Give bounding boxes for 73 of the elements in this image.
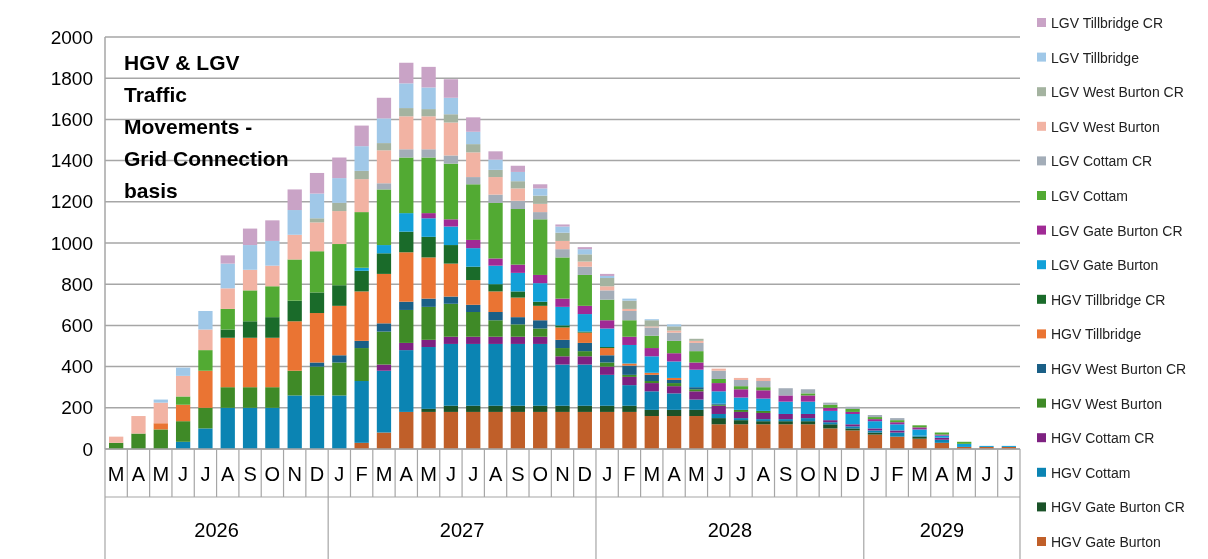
x-tick-label: F	[623, 463, 636, 485]
legend-label: LGV Gate Burton	[1051, 257, 1159, 274]
x-tick-label: S	[243, 463, 257, 485]
legend-label: HGV Tillbridge CR	[1051, 291, 1166, 308]
x-tick-label: N	[287, 463, 302, 485]
x-tick-label: J	[602, 463, 613, 485]
x-tick-label: J	[200, 463, 211, 485]
x-tick-label: J	[334, 463, 345, 485]
text: 2027	[439, 519, 485, 541]
legend-label: LGV Gate Burton CR	[1051, 222, 1183, 239]
x-tick-label: O	[264, 463, 281, 485]
x-tick-label: J	[981, 463, 992, 485]
x-tick-label: D	[845, 463, 860, 485]
legend-label: HGV Gate Burton CR	[1051, 499, 1185, 516]
text: 2029	[919, 519, 965, 541]
y-tick-label: 1600	[50, 109, 93, 131]
x-tick-label: M	[911, 463, 928, 485]
x-tick-label: A	[667, 463, 682, 485]
x-tick-label: J	[468, 463, 479, 485]
legend-label: HGV Gate Burton	[1051, 533, 1161, 550]
legend-label: LGV West Burton	[1051, 118, 1160, 135]
legend-label: LGV Cottam	[1051, 187, 1129, 204]
x-tick-label: S	[511, 463, 525, 485]
y-tick-label: 800	[61, 273, 93, 295]
x-tick-label: A	[221, 463, 236, 485]
x-tick-label: J	[1003, 463, 1014, 485]
y-tick-label: 1200	[50, 191, 93, 213]
x-tick-label: S	[779, 463, 793, 485]
x-tick-label: D	[309, 463, 325, 485]
text: 2026	[194, 519, 239, 541]
y-tick-label: 200	[61, 397, 93, 419]
legend-label: LGV Tillbridge	[1051, 49, 1140, 66]
x-tick-label: J	[713, 463, 724, 485]
y-tick-label: 2000	[50, 26, 93, 48]
y-tick-label: 1400	[50, 150, 93, 172]
x-tick-label: M	[420, 463, 437, 485]
x-tick-label: M	[688, 463, 705, 485]
x-tick-label: J	[736, 463, 747, 485]
x-tick-label: A	[756, 463, 771, 485]
legend-label: HGV Cottam CR	[1051, 430, 1155, 447]
legend-label: LGV West Burton CR	[1051, 84, 1184, 101]
x-tick-label: J	[869, 463, 880, 485]
x-tick-label: M	[375, 463, 393, 485]
x-tick-label: A	[131, 463, 146, 485]
y-tick-label: 1000	[50, 232, 93, 254]
x-tick-label: M	[955, 463, 973, 485]
legend-label: HGV Tillbridge	[1051, 326, 1142, 343]
x-tick-label: N	[555, 463, 570, 485]
legend-label: HGV West Burton	[1051, 395, 1163, 412]
x-tick-label: N	[823, 463, 838, 485]
x-tick-label: D	[577, 463, 593, 485]
x-tick-label: A	[488, 463, 503, 485]
legend-label: LGV Tillbridge CR	[1051, 14, 1164, 31]
text: 2028	[707, 519, 753, 541]
y-tick-label: 0	[82, 438, 93, 460]
x-tick-label: J	[445, 463, 456, 485]
x-tick-label: O	[532, 463, 548, 485]
x-tick-label: M	[643, 463, 661, 485]
x-tick-label: F	[891, 463, 904, 485]
legend-label: HGV West Burton CR	[1051, 360, 1187, 377]
x-tick-label: M	[152, 463, 170, 485]
legend-label: LGV Cottam CR	[1051, 153, 1153, 170]
y-tick-label: 1800	[50, 67, 93, 89]
x-tick-label: O	[800, 463, 816, 485]
text: HGV & LGV Traffic Movements - Grid Connection basis	[124, 51, 289, 202]
legend-label: HGV Cottam	[1051, 464, 1131, 481]
x-tick-label: F	[355, 463, 368, 485]
y-tick-label: 400	[61, 356, 93, 378]
x-tick-label: J	[178, 463, 189, 485]
x-tick-label: A	[399, 463, 414, 485]
y-tick-label: 600	[61, 315, 93, 337]
x-tick-label: A	[935, 463, 950, 485]
x-tick-label: M	[107, 463, 125, 485]
